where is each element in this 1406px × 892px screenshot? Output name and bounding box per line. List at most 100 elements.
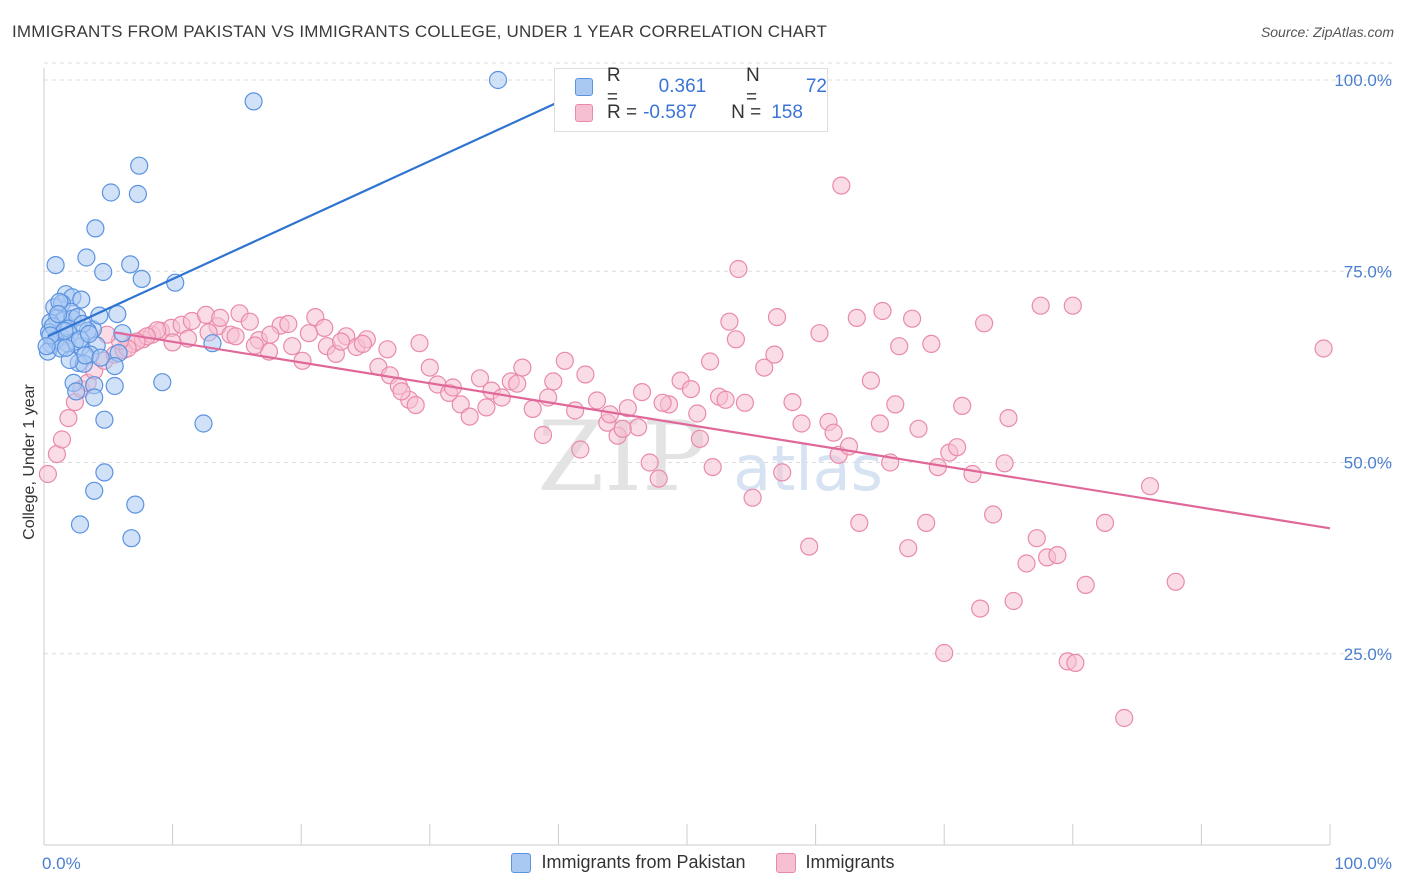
- immigrants-point: [513, 358, 532, 377]
- immigrants-point: [261, 325, 280, 344]
- immigrants-point: [847, 308, 866, 327]
- y-tick-label: 100.0%: [1334, 71, 1392, 90]
- y-axis-title: College, Under 1 year: [21, 384, 38, 540]
- legend-swatch-pink: [775, 852, 796, 873]
- immigrants-point: [735, 393, 755, 412]
- n-label: N =: [731, 102, 762, 123]
- immigrants-point: [492, 388, 511, 407]
- immigrants-point: [613, 419, 632, 438]
- pakistan-point: [132, 269, 151, 288]
- correlation-legend: R = 0.361 N = 72 R = -0.587 N = 158: [554, 65, 828, 132]
- immigrants-point: [555, 351, 574, 370]
- immigrants-point: [824, 423, 843, 442]
- pakistan-point: [121, 255, 140, 274]
- immigrants-point: [332, 332, 351, 351]
- immigrants-point: [576, 365, 595, 384]
- immigrants-point: [953, 396, 972, 415]
- immigrants-point: [765, 345, 784, 364]
- pakistan-point: [95, 410, 114, 429]
- immigrants-point: [240, 312, 259, 331]
- immigrants-point: [640, 453, 659, 472]
- immigrants-point: [1031, 296, 1050, 315]
- immigrants-trend-line: [114, 331, 1331, 530]
- immigrants-point: [59, 409, 78, 428]
- immigrants-point: [850, 513, 869, 533]
- immigrants-point: [649, 469, 668, 488]
- immigrants-point: [974, 314, 994, 333]
- legend-row-pakistan: R = 0.361 N = 72: [575, 65, 827, 108]
- pakistan-point: [130, 156, 149, 175]
- immigrants-point: [392, 382, 411, 401]
- x-tick-label-min: 0.0%: [42, 854, 81, 873]
- immigrants-point: [726, 330, 746, 349]
- source-credit: Source: ZipAtlas.com: [1261, 24, 1394, 40]
- immigrants-point: [886, 395, 905, 414]
- pakistan-point: [105, 357, 124, 376]
- immigrants-point: [315, 318, 334, 337]
- immigrants-point: [1004, 591, 1023, 611]
- immigrants-point: [743, 488, 762, 507]
- immigrants-point: [947, 438, 967, 457]
- pakistan-point: [194, 414, 213, 433]
- pakistan-point: [488, 70, 508, 90]
- pakistan-point: [79, 324, 99, 344]
- axes: [43, 68, 1331, 846]
- immigrants-point: [783, 393, 802, 412]
- immigrants-point: [420, 358, 439, 377]
- immigrants-point: [1063, 296, 1082, 315]
- legend-label: Immigrants from Pakistan: [541, 852, 746, 872]
- immigrants-point: [653, 393, 672, 412]
- legend-row-immigrants: R = -0.587 N = 158: [575, 101, 803, 125]
- legend-item-immigrants[interactable]: Immigrants: [775, 852, 895, 873]
- pakistan-point: [86, 219, 105, 238]
- tick-labels: 25.0% 50.0% 75.0% 100.0% 0.0% 100.0%: [42, 71, 1392, 873]
- immigrants-point: [861, 371, 881, 390]
- immigrants-point: [832, 176, 851, 195]
- immigrants-point: [902, 309, 922, 328]
- immigrants-point: [1314, 339, 1333, 358]
- immigrants-point: [211, 308, 230, 327]
- immigrants-point: [1048, 545, 1067, 565]
- immigrants-point: [703, 458, 722, 477]
- y-tick-label: 25.0%: [1344, 645, 1392, 664]
- pakistan-point: [48, 305, 68, 324]
- pakistan-point: [153, 373, 172, 392]
- immigrants-point: [773, 463, 792, 482]
- immigrants-point: [38, 464, 58, 484]
- immigrants-point: [1140, 477, 1160, 496]
- immigrants-point: [565, 401, 585, 420]
- immigrants-point: [720, 312, 739, 331]
- legend-item-pakistan[interactable]: Immigrants from Pakistan: [511, 852, 746, 873]
- r-value: 0.361: [658, 76, 707, 97]
- pakistan-point: [105, 376, 124, 396]
- y-tick-label: 75.0%: [1344, 262, 1392, 281]
- source-site: ZipAtlas.com: [1313, 24, 1394, 40]
- n-value: 72: [805, 76, 827, 97]
- immigrants-point: [410, 334, 429, 353]
- immigrants-point: [470, 369, 490, 388]
- immigrants-point: [1017, 554, 1036, 573]
- pakistan-point: [128, 184, 147, 204]
- immigrants-point: [533, 425, 553, 445]
- immigrants-point: [283, 337, 302, 356]
- immigrants-point: [999, 409, 1018, 428]
- r-value: -0.587: [643, 102, 697, 123]
- chart-title: IMMIGRANTS FROM PAKISTAN VS IMMIGRANTS C…: [12, 22, 828, 41]
- pakistan-trend-line: [47, 98, 566, 338]
- legend-swatch-blue: [575, 78, 593, 96]
- immigrants-point: [406, 396, 425, 415]
- legend-label: Immigrants: [805, 852, 895, 872]
- immigrants-point: [935, 643, 954, 663]
- pakistan-point: [72, 290, 91, 309]
- pakistan-point: [91, 348, 110, 367]
- immigrants-point: [460, 407, 479, 426]
- pakistan-point: [77, 248, 96, 267]
- immigrants-point: [279, 314, 298, 334]
- n-label: N =: [746, 65, 760, 108]
- r-label: R =: [606, 65, 621, 108]
- immigrants-point: [508, 374, 527, 393]
- pakistan-point: [122, 529, 141, 548]
- immigrants-point: [899, 539, 918, 558]
- immigrants-point: [767, 308, 787, 327]
